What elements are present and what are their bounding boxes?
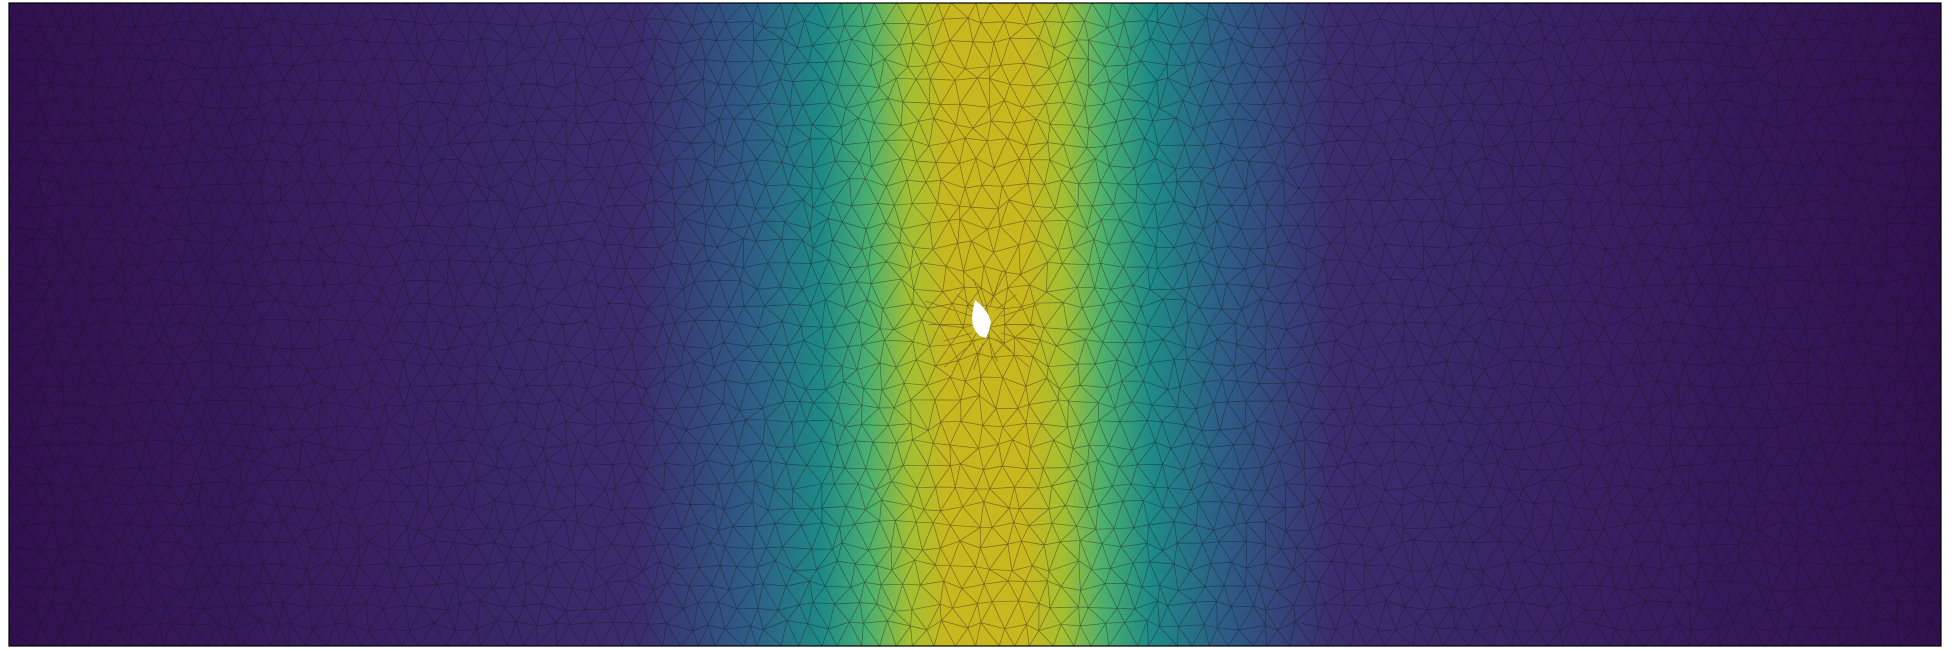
mesh-wireframe [9, 3, 1941, 646]
domain-border [8, 2, 1942, 647]
mesh-edges [9, 3, 1941, 646]
mesh-hole [972, 300, 991, 338]
